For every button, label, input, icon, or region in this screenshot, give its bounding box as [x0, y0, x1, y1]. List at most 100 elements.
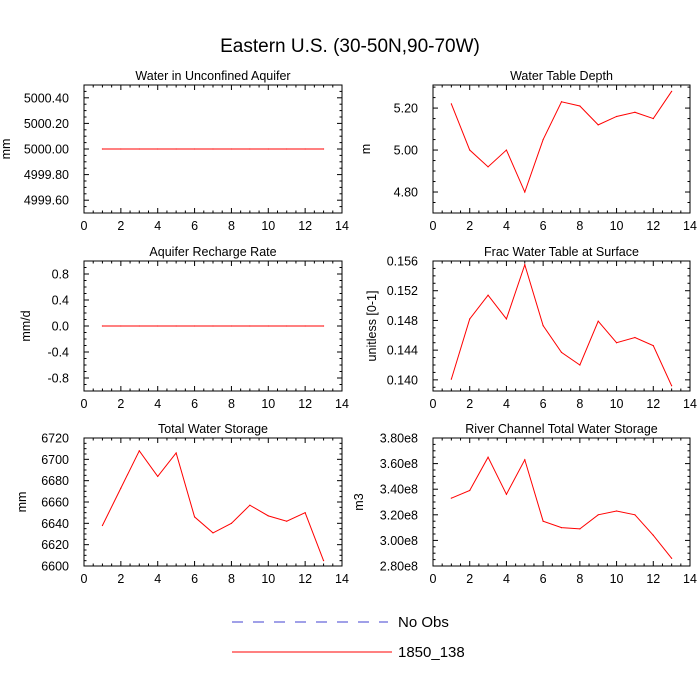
panel-3: Aquifer Recharge Rate mm/d 0 2 4 6 8 10 12 14 -0.8… — [19, 245, 349, 411]
panel-title: Total Water Storage — [158, 422, 268, 436]
data-point — [322, 325, 325, 327]
x-tick-label: 12 — [646, 219, 660, 233]
y-tick-label: 6660 — [41, 496, 69, 510]
y-axis-label: mm — [15, 492, 29, 513]
x-tick-label: 8 — [576, 219, 583, 233]
y-tick-label: 3.60e8 — [380, 457, 418, 471]
data-point — [193, 325, 196, 327]
y-tick-label: 6680 — [41, 474, 69, 488]
x-tick-label: 10 — [610, 572, 624, 586]
x-tick-label: 12 — [298, 397, 312, 411]
data-point — [286, 148, 288, 150]
legend-label-1850-138: 1850_138 — [398, 644, 465, 661]
figure-title: Eastern U.S. (30-50N,90-70W) — [220, 36, 480, 57]
data-point — [286, 325, 288, 327]
data-point — [450, 497, 452, 499]
data-point — [505, 149, 508, 151]
data-point — [267, 148, 269, 150]
data-point — [597, 320, 599, 322]
data-point — [597, 124, 599, 126]
data-point — [615, 342, 618, 344]
data-point — [249, 504, 251, 506]
x-tick-label: 2 — [117, 397, 124, 411]
x-tick-label: 14 — [683, 219, 697, 233]
panels: Water in Unconfined Aquifer mm 0 2 4 6 8 10 12 14… — [0, 69, 697, 586]
data-point — [193, 148, 196, 150]
data-point — [175, 148, 177, 150]
data-point — [267, 325, 269, 327]
y-tick-label: 3.20e8 — [380, 508, 418, 522]
x-tick-label: 10 — [610, 219, 624, 233]
data-point — [120, 487, 122, 489]
panel-title: Water Table Depth — [510, 69, 613, 83]
data-point — [505, 493, 508, 495]
y-tick-label: 4999.60 — [24, 194, 69, 208]
y-tick-label: -0.8 — [47, 372, 69, 386]
y-tick-label: 5000.20 — [24, 117, 69, 131]
y-tick-label: 0.140 — [387, 373, 418, 387]
data-point — [524, 459, 526, 461]
y-tick-label: 6620 — [41, 538, 69, 552]
x-tick-label: 10 — [261, 572, 275, 586]
data-point — [120, 148, 122, 150]
y-tick-label: 5.20 — [394, 102, 418, 116]
data-point — [249, 325, 251, 327]
y-tick-label: 3.80e8 — [380, 432, 418, 446]
series-line — [101, 449, 325, 561]
x-tick-label: 14 — [335, 397, 349, 411]
legend-label-no-obs: No Obs — [398, 614, 449, 631]
x-tick-label: 0 — [430, 397, 437, 411]
data-point — [101, 524, 104, 527]
x-tick-label: 0 — [430, 219, 437, 233]
data-point — [579, 105, 581, 107]
y-tick-label: 6640 — [41, 517, 69, 531]
data-point — [542, 520, 544, 522]
series-line — [450, 91, 673, 194]
data-point — [634, 514, 636, 516]
data-point — [230, 148, 233, 150]
x-tick-label: 6 — [540, 219, 547, 233]
y-tick-label: 2.80e8 — [380, 560, 418, 574]
data-point — [120, 325, 122, 327]
plot-frame — [83, 437, 343, 567]
data-point — [212, 148, 214, 150]
panel-5: Total Water Storage mm 0 2 4 6 8 10 12 14 6600 6620… — [15, 422, 349, 586]
data-point — [652, 117, 654, 120]
data-point — [212, 325, 214, 327]
x-tick-label: 10 — [261, 219, 275, 233]
x-tick-label: 6 — [540, 572, 547, 586]
x-tick-label: 12 — [298, 572, 312, 586]
x-tick-label: 4 — [503, 397, 510, 411]
data-point — [249, 148, 251, 150]
y-tick-label: 5.00 — [394, 144, 418, 158]
x-tick-label: 0 — [430, 572, 437, 586]
data-point — [138, 148, 140, 150]
x-tick-label: 12 — [298, 219, 312, 233]
panel-title: Water in Unconfined Aquifer — [135, 69, 290, 83]
data-point — [542, 325, 544, 327]
data-point — [304, 148, 306, 150]
x-tick-label: 2 — [466, 572, 473, 586]
y-axis-label: m3 — [352, 493, 366, 510]
data-point — [230, 522, 233, 524]
x-tick-label: 2 — [466, 219, 473, 233]
panel-1: Water in Unconfined Aquifer mm 0 2 4 6 8 10 12 14… — [0, 69, 349, 233]
y-tick-label: 0.152 — [387, 284, 418, 298]
data-point — [469, 489, 471, 492]
data-point — [524, 264, 526, 266]
data-point — [579, 528, 581, 530]
y-tick-label: 0.148 — [387, 314, 418, 328]
data-point — [304, 325, 306, 327]
data-point — [469, 149, 471, 151]
x-tick-label: 10 — [610, 397, 624, 411]
data-point — [615, 510, 618, 512]
y-tick-label: 3.40e8 — [380, 483, 418, 497]
y-tick-label: -0.4 — [47, 346, 69, 360]
x-tick-label: 12 — [646, 397, 660, 411]
x-tick-label: 2 — [117, 572, 124, 586]
x-tick-label: 2 — [466, 397, 473, 411]
data-point — [304, 512, 306, 514]
data-point — [175, 452, 177, 454]
data-point — [634, 336, 636, 339]
x-tick-label: 0 — [81, 219, 88, 233]
